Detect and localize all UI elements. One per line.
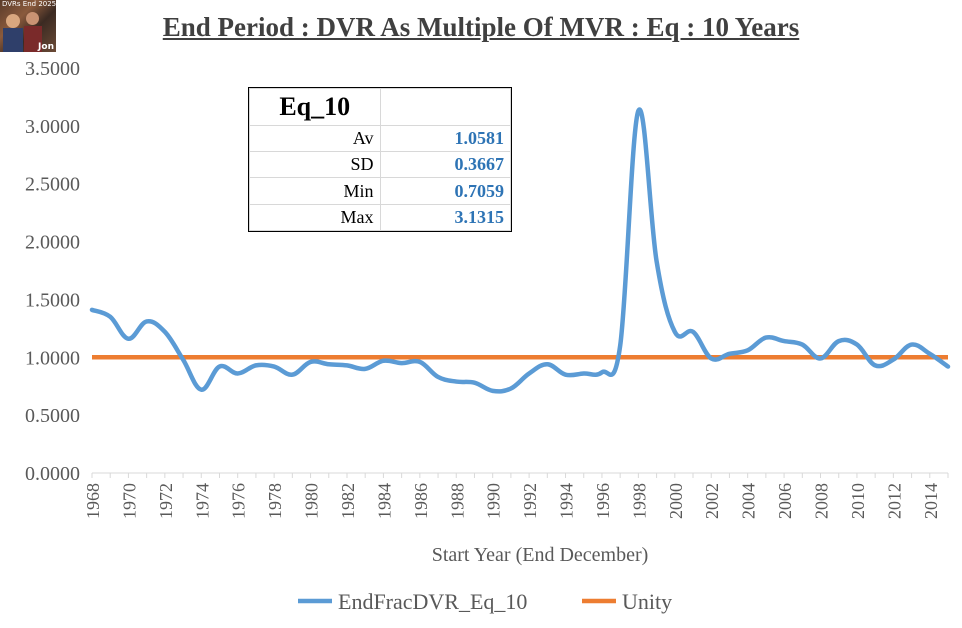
stats-row: Av 1.0581 [249, 124, 511, 153]
stats-box: Eq_10 Av 1.0581 SD 0.3667 Min 0.7059 Max… [248, 87, 512, 232]
stats-label: SD [249, 151, 381, 179]
y-tick-label: 3.0000 [25, 116, 80, 138]
x-tick-label: 1982 [338, 483, 358, 519]
x-tick-label: 1972 [156, 483, 176, 519]
x-tick-label: 2000 [666, 483, 686, 519]
stats-row: Min 0.7059 [249, 177, 511, 205]
stats-label: Min [249, 177, 381, 205]
x-tick-label: 1986 [411, 483, 431, 519]
x-tick-label: 1974 [192, 483, 212, 519]
x-tick-label: 2006 [775, 483, 795, 519]
stats-heading-row: Eq_10 [249, 88, 511, 126]
stats-value: 3.1315 [379, 203, 511, 232]
stats-table: Eq_10 Av 1.0581 SD 0.3667 Min 0.7059 Max… [249, 88, 511, 232]
x-tick-label: 1996 [593, 483, 613, 519]
y-tick-label: 0.5000 [25, 405, 80, 427]
x-tick-label: 1976 [229, 483, 249, 519]
x-axis-label: Start Year (End December) [432, 544, 649, 566]
thumbnail-image: DVRs End 2025 Jon [0, 0, 56, 52]
x-tick-label: 1968 [83, 483, 103, 519]
x-tick-label: 1992 [520, 483, 540, 519]
x-tick-label: 2012 [884, 483, 904, 519]
legend-item-endfracdvr: EndFracDVR_Eq_10 [338, 589, 527, 614]
stats-value: 0.3667 [379, 151, 511, 179]
y-tick-label: 2.5000 [25, 174, 80, 196]
stats-heading-spacer [379, 88, 511, 126]
legend-item-unity: Unity [622, 589, 672, 614]
x-tick-label: 1980 [302, 483, 322, 519]
stats-label: Max [249, 203, 381, 232]
stats-heading: Eq_10 [249, 88, 381, 126]
stats-row: Max 3.1315 [249, 203, 511, 232]
x-tick-label: 2014 [921, 483, 941, 519]
x-tick-label: 1994 [557, 483, 577, 519]
thumbnail-caption-bottom: Jon [38, 42, 54, 52]
x-tick-label: 1988 [447, 483, 467, 519]
x-tick-label: 2010 [848, 483, 868, 519]
x-tick-label: 1998 [629, 483, 649, 519]
x-tick-label: 1984 [374, 483, 394, 519]
thumbnail-caption-top: DVRs End 2025 [2, 0, 56, 8]
chart-title: End Period : DVR As Multiple Of MVR : Eq… [162, 12, 800, 42]
stats-value: 1.0581 [379, 124, 511, 153]
x-tick-label: 2002 [702, 483, 722, 519]
y-tick-label: 2.0000 [25, 232, 80, 254]
y-tick-label: 1.5000 [25, 289, 80, 311]
x-tick-label: 1970 [119, 483, 139, 519]
stats-label: Av [249, 124, 381, 153]
y-tick-label: 3.5000 [25, 58, 80, 80]
x-tick-label: 2008 [812, 483, 832, 519]
y-tick-label: 0.0000 [25, 463, 80, 485]
y-tick-label: 1.0000 [25, 347, 80, 369]
x-tick-label: 1978 [265, 483, 285, 519]
stats-value: 0.7059 [379, 177, 511, 205]
stats-row: SD 0.3667 [249, 151, 511, 179]
series-line-endfracdvr [89, 107, 951, 394]
x-tick-label: 2004 [739, 483, 759, 519]
x-tick-label: 1990 [484, 483, 504, 519]
